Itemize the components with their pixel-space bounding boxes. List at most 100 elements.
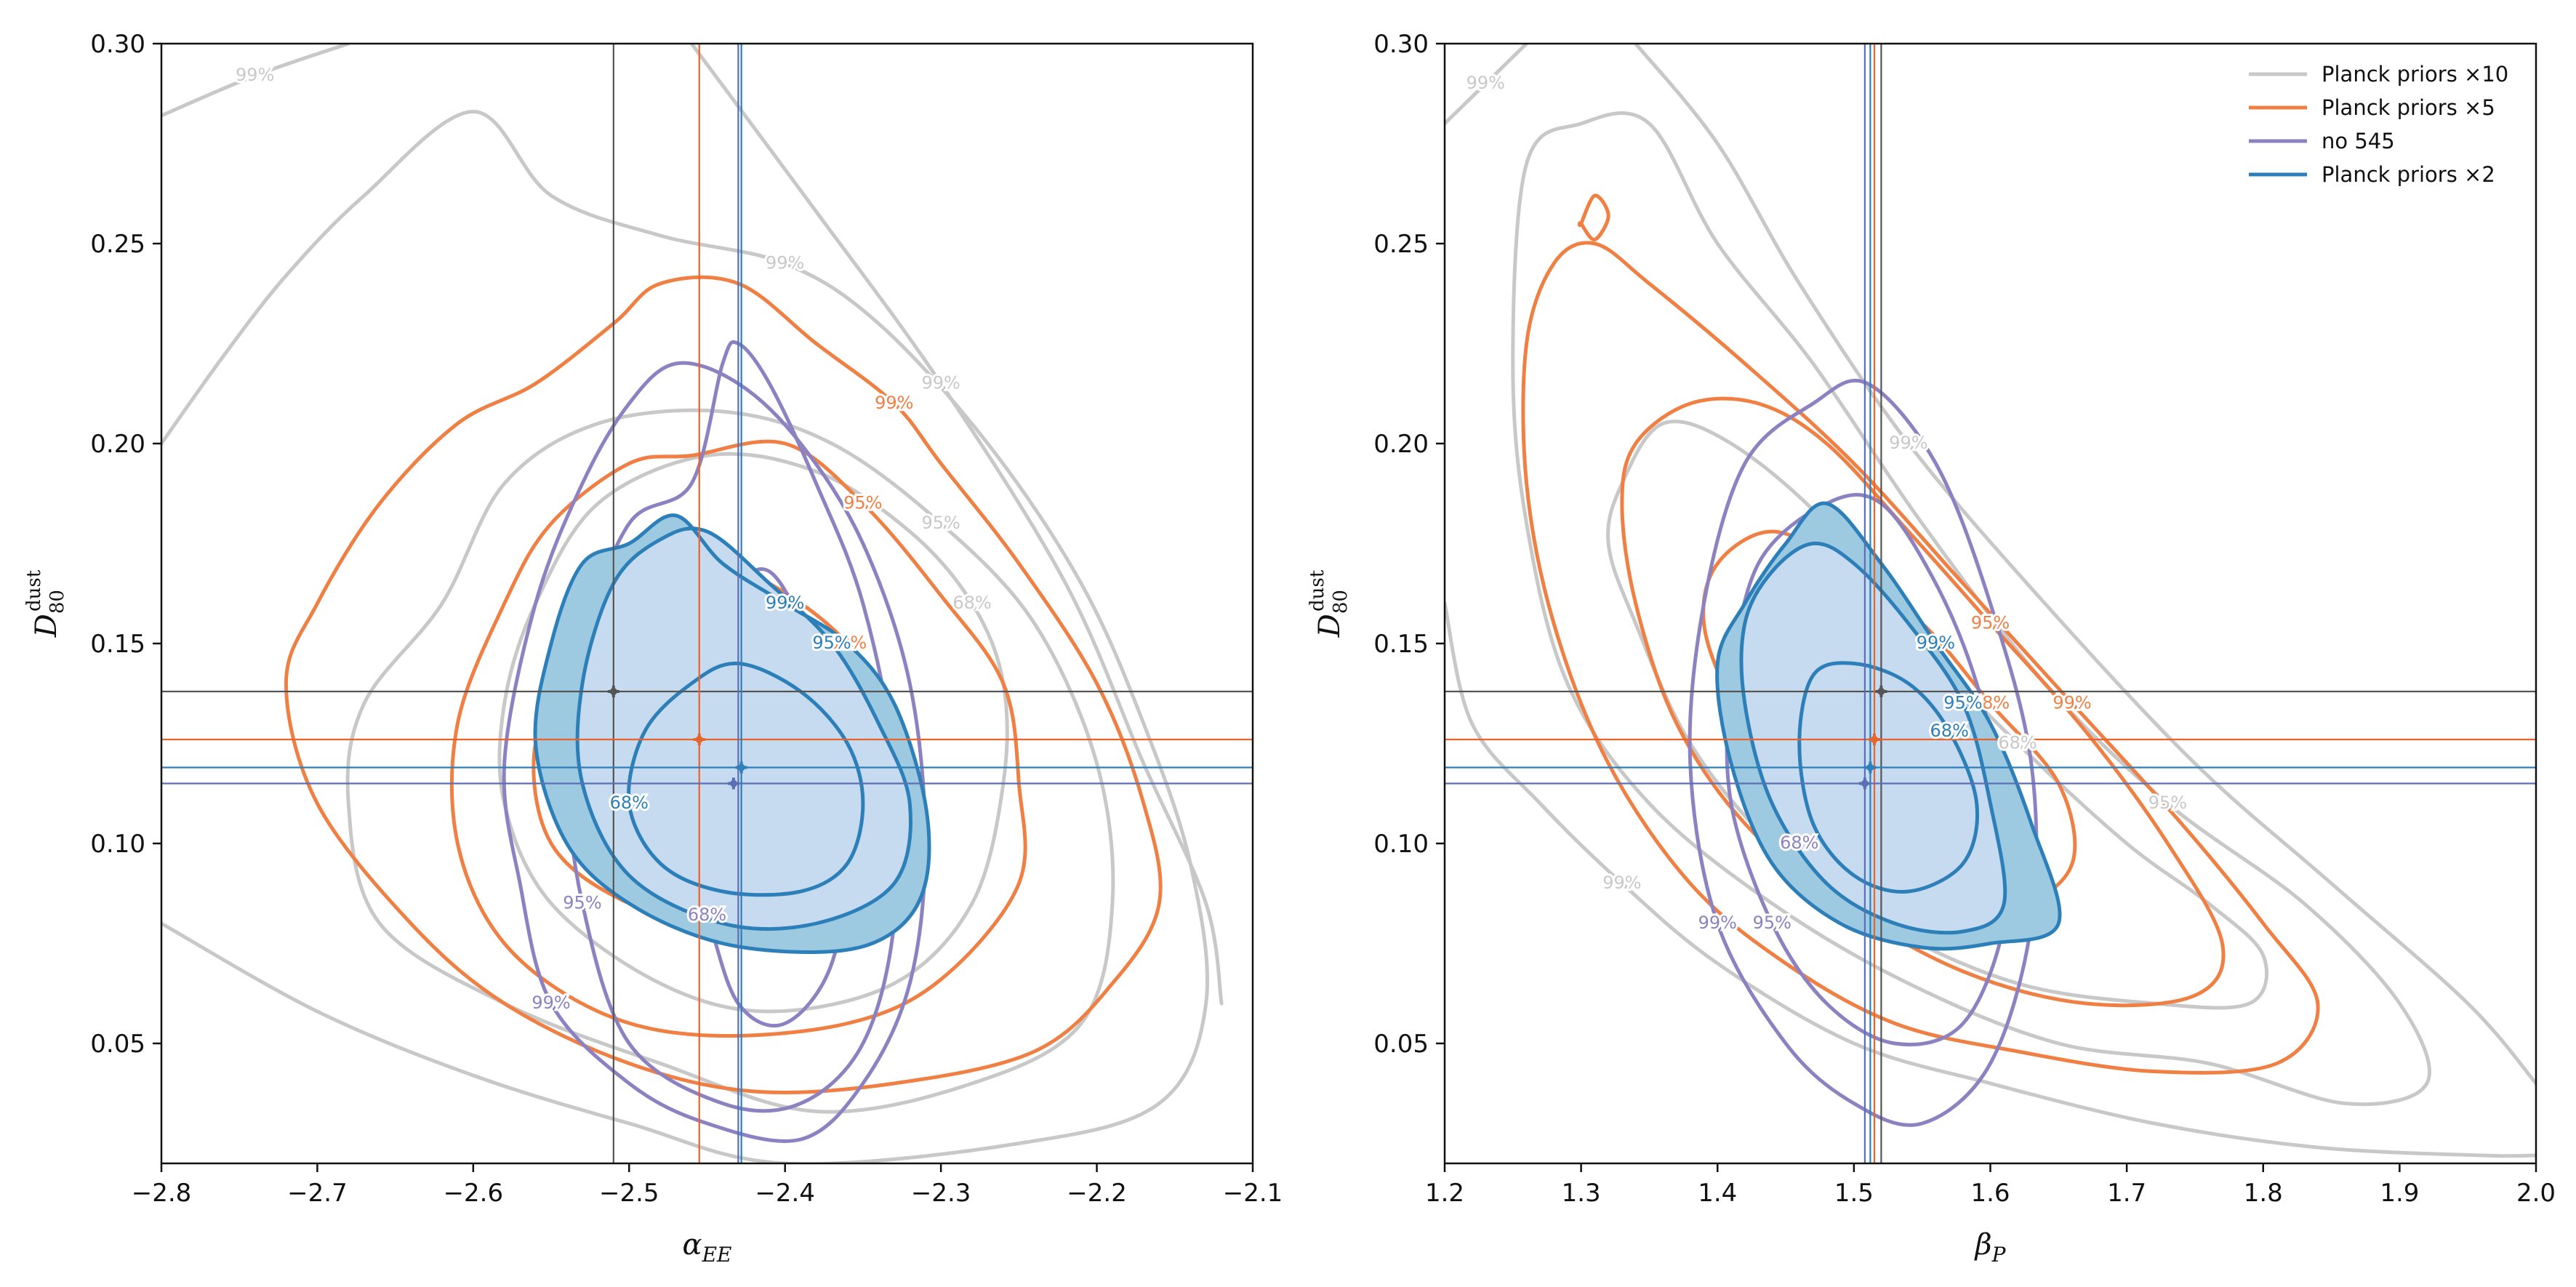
contour-level-label: 95% (921, 513, 960, 533)
contour-level-label: 68% (1998, 733, 2037, 753)
best-fit-point (1871, 736, 1879, 743)
contour-level-label: 99% (236, 65, 274, 85)
y-axis-label: D80dust (1307, 569, 1352, 638)
contour-level-label: 99% (766, 253, 804, 273)
y-tick-label: 0.25 (1373, 230, 1429, 259)
contour-level-label: 95% (563, 893, 601, 913)
contour-99pct (1634, 44, 2536, 1086)
legend-label: Planck priors ×2 (2322, 162, 2495, 187)
x-tick-label: −2.2 (1067, 1179, 1127, 1208)
y-tick-label: 0.15 (1373, 630, 1429, 659)
y-tick-label: 0.15 (90, 630, 145, 659)
contour-level-label: 95% (1971, 613, 2010, 633)
contour-99pct (1715, 501, 2062, 951)
contour-level-label: 99% (2053, 693, 2091, 713)
contour-level-label: 68% (610, 793, 649, 813)
x-axis-label: βP (1974, 1228, 2007, 1267)
contour-95pct (345, 408, 1115, 1114)
y-tick-label: 0.10 (90, 830, 145, 859)
contour-level-label: 99% (921, 373, 960, 393)
contour-level-label: 95% (2148, 793, 2187, 813)
contour-level-label: 68% (1930, 721, 1969, 741)
best-fit-point (1866, 763, 1874, 771)
x-tick-label: −2.3 (911, 1179, 971, 1208)
x-tick-label: 1.9 (2380, 1179, 2419, 1208)
x-tick-label: 2.0 (2516, 1179, 2556, 1208)
legend-label: Planck priors ×5 (2322, 95, 2495, 120)
legend-label: Planck priors ×10 (2322, 62, 2508, 87)
contour-level-label: 99% (531, 993, 570, 1013)
contour-99pct (161, 110, 1210, 1163)
y-axis-label: D80dust (23, 569, 68, 638)
contour-68pct (627, 661, 865, 897)
contour-level-label: 95% (1943, 693, 1982, 713)
best-fit-point (737, 763, 745, 771)
contour-99pct (1445, 601, 2536, 1158)
x-tick-label: −2.4 (755, 1179, 815, 1208)
contour-level-label: 95% (812, 633, 851, 653)
best-fit-point (729, 779, 737, 787)
contour-island (1577, 193, 1610, 241)
panel-left: 68%95%99%99%99%68%95%99%68%95%99%68%95%9… (23, 30, 1283, 1267)
contour-level-label: 99% (1466, 73, 1505, 93)
x-tick-label: 1.7 (2107, 1179, 2146, 1208)
contour-level-label: 68% (1780, 833, 1818, 853)
plot-area: 68%95%99%99%99%68%95%99%68%95%99%68%95%9… (1445, 44, 2536, 1163)
contour-level-label: 68% (828, 633, 867, 653)
legend-label: no 545 (2322, 129, 2395, 153)
contour-95pct (1739, 541, 2007, 935)
contour-level-label: 99% (1602, 873, 1641, 893)
y-tick-label: 0.30 (1373, 30, 1429, 59)
contour-68pct (1797, 661, 1979, 894)
contour-level-label: 95% (843, 493, 882, 513)
contour-95pct (1511, 111, 2431, 1107)
axes-frame (160, 42, 1254, 1165)
best-fit-point (1877, 688, 1885, 695)
y-tick-label: 0.20 (1373, 430, 1429, 459)
y-tick-label: 0.25 (90, 230, 145, 259)
x-tick-label: 1.2 (1425, 1179, 1464, 1208)
contour-level-label: 68% (688, 905, 726, 925)
x-tick-label: 1.4 (1698, 1179, 1737, 1208)
contour-level-label: 99% (766, 593, 804, 613)
panel-right: 68%95%99%99%99%68%95%99%68%95%99%68%95%9… (1307, 30, 2556, 1267)
best-fit-point (695, 736, 703, 743)
x-axis-label: αEE (683, 1228, 732, 1267)
series-planck-priors-2 (533, 513, 931, 955)
contour-99pct (533, 513, 931, 955)
contour-level-label: 95% (1753, 913, 1791, 933)
x-tick-label: 1.5 (1834, 1179, 1874, 1208)
series-planck-priors-2 (1715, 501, 2062, 951)
contour-95pct (1620, 396, 2226, 1008)
contour-99pct (689, 44, 1224, 1006)
x-tick-label: −2.1 (1223, 1179, 1283, 1208)
x-tick-label: −2.6 (444, 1179, 504, 1208)
series-planck-priors-10 (161, 44, 1224, 1163)
x-tick-label: 1.8 (2244, 1179, 2283, 1208)
best-fit-point (609, 688, 617, 695)
contour-level-label: 99% (1917, 633, 1955, 653)
contour-level-label: 68% (952, 593, 991, 613)
plot-area: 68%95%99%99%99%68%95%99%68%95%99%68%95%9… (161, 44, 1253, 1163)
x-tick-label: −2.8 (132, 1179, 192, 1208)
contour-99pct (1521, 241, 2320, 1075)
contour-99pct (502, 361, 928, 1143)
x-tick-label: 1.3 (1562, 1179, 1601, 1208)
contour-99pct (161, 44, 350, 118)
contour-99pct (1445, 44, 1529, 126)
y-tick-label: 0.30 (90, 30, 145, 59)
best-fit-point (1861, 779, 1869, 787)
x-tick-label: −2.7 (287, 1179, 348, 1208)
contour-95pct (449, 439, 1027, 1038)
contour-fill-core (628, 663, 863, 895)
contour-level-label: 68% (1971, 693, 2010, 713)
contour-level-label: 99% (875, 393, 913, 413)
y-tick-label: 0.20 (90, 430, 145, 459)
y-tick-label: 0.05 (90, 1030, 145, 1059)
contour-fill-core (1799, 662, 1978, 892)
contour-68pct (497, 452, 1009, 1014)
x-tick-label: −2.5 (599, 1179, 659, 1208)
x-tick-label: 1.6 (1970, 1179, 2010, 1208)
contour-level-label: 99% (1889, 433, 1927, 453)
